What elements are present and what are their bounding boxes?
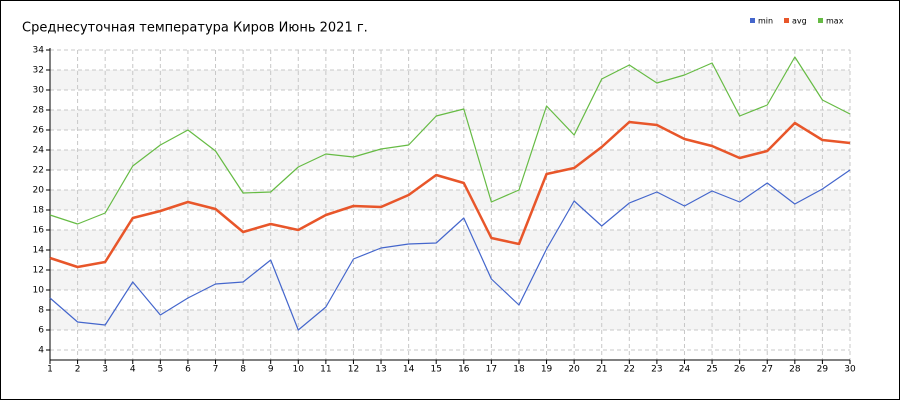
y-tick-label: 28 <box>33 106 45 116</box>
x-tick-label: 16 <box>458 365 470 375</box>
legend-swatch <box>750 18 755 23</box>
x-tick-label: 27 <box>762 365 773 375</box>
x-tick-label: 24 <box>679 365 691 375</box>
y-tick-label: 32 <box>33 66 44 76</box>
x-tick-label: 22 <box>624 365 635 375</box>
x-tick-label: 8 <box>240 365 246 375</box>
x-tick-label: 20 <box>568 365 580 375</box>
x-tick-label: 3 <box>102 365 108 375</box>
x-tick-label: 13 <box>375 365 386 375</box>
band <box>50 310 850 330</box>
legend-swatch <box>818 18 823 23</box>
x-tick-label: 19 <box>541 365 553 375</box>
x-tick-label: 10 <box>293 365 305 375</box>
x-tick-label: 1 <box>47 365 53 375</box>
y-tick-label: 34 <box>33 46 45 56</box>
x-tick-label: 17 <box>486 365 497 375</box>
x-tick-label: 18 <box>513 365 525 375</box>
x-tick-label: 9 <box>268 365 274 375</box>
x-tick-label: 28 <box>789 365 801 375</box>
y-tick-label: 24 <box>33 146 45 156</box>
x-tick-label: 6 <box>185 365 191 375</box>
x-tick-label: 12 <box>348 365 359 375</box>
y-tick-label: 12 <box>33 266 44 276</box>
y-tick-label: 20 <box>33 186 45 196</box>
x-tick-label: 5 <box>157 365 163 375</box>
y-tick-label: 14 <box>33 246 45 256</box>
legend-label: max <box>826 17 844 26</box>
x-tick-label: 7 <box>213 365 219 375</box>
x-tick-label: 21 <box>596 365 607 375</box>
band <box>50 70 850 90</box>
x-tick-label: 15 <box>430 365 441 375</box>
legend-swatch <box>784 18 789 23</box>
x-tick-label: 4 <box>130 365 136 375</box>
x-tick-label: 30 <box>844 365 856 375</box>
y-tick-label: 8 <box>38 306 44 316</box>
y-tick-label: 10 <box>33 286 45 296</box>
y-tick-label: 4 <box>38 346 44 356</box>
legend-label: min <box>758 17 773 26</box>
line <box>49 56 851 225</box>
x-tick-label: 25 <box>706 365 717 375</box>
x-tick-label: 2 <box>75 365 81 375</box>
y-tick-label: 6 <box>38 326 44 336</box>
x-tick-label: 11 <box>320 365 331 375</box>
line <box>49 169 851 331</box>
y-tick-label: 22 <box>33 166 44 176</box>
chart-title: Среднесуточная температура Киров Июнь 20… <box>22 21 368 36</box>
x-tick-label: 14 <box>403 365 415 375</box>
y-tick-label: 30 <box>33 86 45 96</box>
band <box>50 150 850 170</box>
line <box>49 120 851 269</box>
y-tick-label: 16 <box>33 226 45 236</box>
y-tick-label: 18 <box>33 206 45 216</box>
band <box>50 270 850 290</box>
x-tick-label: 23 <box>651 365 662 375</box>
y-tick-label: 26 <box>33 126 45 136</box>
x-tick-label: 29 <box>817 365 829 375</box>
legend-label: avg <box>792 17 807 26</box>
x-tick-label: 26 <box>734 365 746 375</box>
band <box>50 230 850 250</box>
